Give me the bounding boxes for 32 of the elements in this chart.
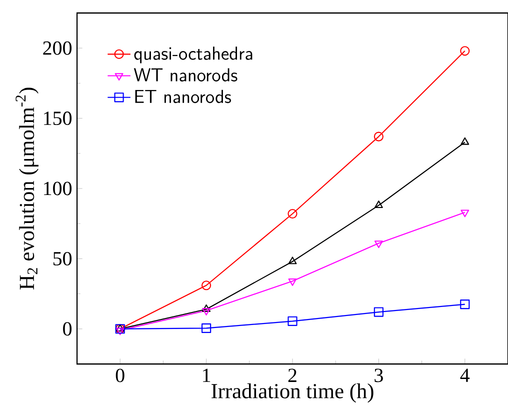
x-tick-label: 4: [460, 368, 470, 382]
point: [116, 328, 124, 336]
point: [460, 300, 470, 310]
point: [202, 308, 211, 316]
point: [374, 132, 384, 142]
x-tick-label: 2: [288, 368, 296, 382]
point: [202, 304, 211, 312]
legend-label: quasi-octahedra: [134, 46, 252, 64]
point: [288, 316, 298, 326]
y-tick-label: 50: [53, 252, 72, 266]
point: [460, 46, 470, 56]
x-axis-title: Irradiation time (h): [212, 383, 374, 403]
point: [374, 240, 383, 248]
legend-label: WT nanorods: [134, 68, 238, 82]
y-tick-label: 200: [43, 41, 72, 55]
x-tick-label: 3: [374, 368, 383, 382]
y-tick-label: 150: [44, 112, 72, 126]
point: [288, 256, 297, 264]
point: [202, 280, 212, 290]
point: [374, 307, 384, 317]
point: [460, 210, 470, 218]
point: [374, 200, 383, 208]
y-axis-title: H$_{2}$ evolution (μmolm$^{-2}$): [16, 88, 38, 290]
point: [288, 208, 298, 219]
x-tick-label: 0: [116, 368, 124, 382]
y-tick-label: 0: [63, 322, 72, 336]
legend-label: ET nanorods: [135, 90, 231, 104]
point: [288, 278, 297, 286]
y-tick-label: 100: [44, 182, 72, 196]
x-tick-label: 1: [203, 368, 210, 382]
point: [202, 323, 212, 333]
point: [460, 137, 470, 145]
